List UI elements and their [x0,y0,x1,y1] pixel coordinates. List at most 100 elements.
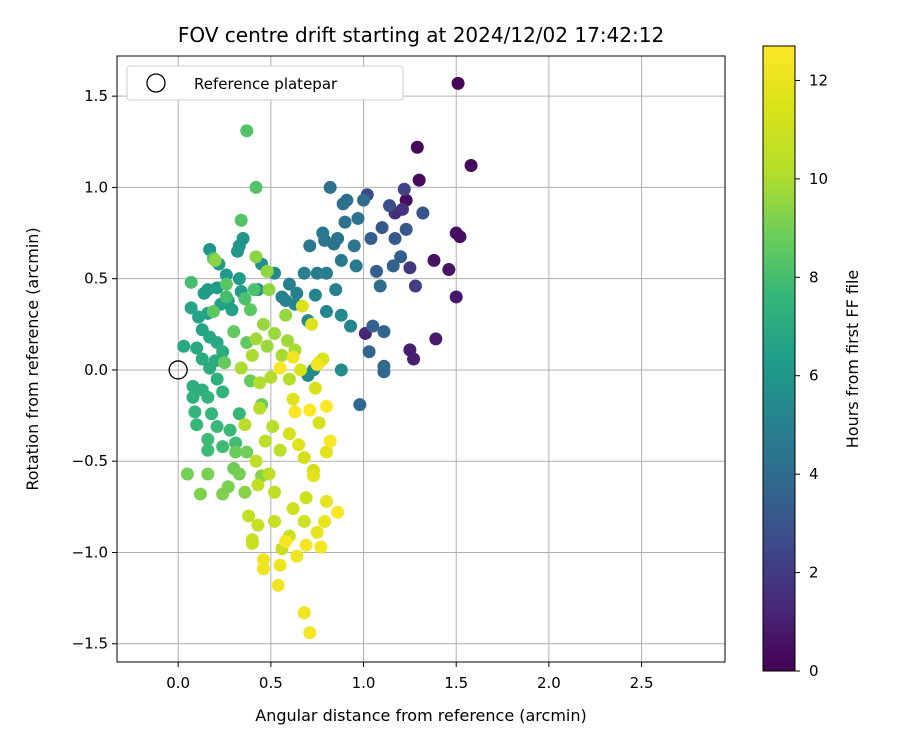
data-point [216,487,230,501]
data-point [216,345,230,359]
data-point [364,232,378,246]
data-point [249,180,263,194]
data-point [386,259,400,273]
data-point [323,434,337,448]
data-point [308,288,322,302]
data-point [373,279,387,293]
colorbar-ticks: 0 2 4 6 8 10 12 [795,71,828,680]
data-point [357,193,371,207]
x-axis-label: Angular distance from reference (arcmin) [255,706,586,725]
data-point [253,376,267,390]
data-point [249,454,263,468]
data-point [251,478,265,492]
data-point [282,372,296,386]
data-point [286,502,300,516]
data-point [253,401,267,415]
reference-platepar-marker [168,360,188,380]
data-point [310,525,324,539]
data-point [312,416,326,430]
data-point [208,253,222,267]
data-point [262,467,276,481]
data-point [205,407,219,421]
data-point [388,232,402,246]
data-point [240,445,254,459]
x-tick-label: 1.5 [444,674,468,692]
data-point [338,215,352,229]
data-point [416,206,430,220]
data-point [262,283,276,297]
data-point [264,370,278,384]
colorbar-tick-label: 6 [809,367,819,385]
y-axis-label: Rotation from reference (arcmin) [23,227,42,490]
data-point [297,514,311,528]
data-point [243,303,257,317]
data-point [232,407,246,421]
legend-reference-marker [146,73,166,93]
data-point [310,357,324,371]
data-point [203,361,217,375]
data-point [377,365,391,379]
data-point [192,310,206,324]
data-point [319,494,333,508]
data-point [245,536,259,550]
data-point [449,290,463,304]
data-point [260,339,274,353]
data-point [206,305,220,319]
reference-marker-group [168,360,188,380]
data-point [464,159,478,173]
data-point [334,253,348,267]
data-point [229,436,243,450]
data-point [227,325,241,339]
data-point [303,239,317,253]
data-point [319,305,333,319]
data-point [225,303,239,317]
chart-title: FOV centre drift starting at 2024/12/02 … [178,23,664,47]
data-point [451,76,465,90]
data-point [286,350,300,364]
data-point [273,361,287,375]
data-point [251,518,265,532]
data-point [394,250,408,264]
data-point [305,317,319,331]
data-point [308,381,322,395]
data-point [288,405,302,419]
data-point [282,427,296,441]
data-point [290,549,304,563]
y-tick-label: 0.5 [84,270,108,288]
data-point [219,277,233,291]
data-point [249,332,263,346]
data-point [216,385,230,399]
data-point [271,578,285,592]
data-point [306,469,320,483]
data-point [240,124,254,138]
data-point [201,432,215,446]
data-points [177,76,478,640]
data-point [310,266,324,280]
data-point [190,418,204,432]
data-point [197,286,211,300]
data-point [334,363,348,377]
data-point [247,283,261,297]
data-point [329,283,343,297]
data-point [286,392,300,406]
data-point [180,467,194,481]
data-point [210,420,224,434]
data-point [281,334,295,348]
data-point [219,290,233,304]
y-axis-ticks: −1.5 −1.0 −0.5 0.0 0.5 1.0 1.5 [72,87,117,653]
data-point [275,348,289,362]
data-point [397,182,411,196]
data-point [412,173,426,187]
grid-lines [117,56,725,662]
data-point [260,264,274,278]
data-point [273,443,287,457]
data-point [232,272,246,286]
data-point [201,390,215,404]
data-point [218,356,232,370]
data-point [294,363,308,377]
y-tick-label: 1.5 [84,87,108,105]
data-point [336,197,350,211]
data-point [245,348,259,362]
data-point [353,398,367,412]
